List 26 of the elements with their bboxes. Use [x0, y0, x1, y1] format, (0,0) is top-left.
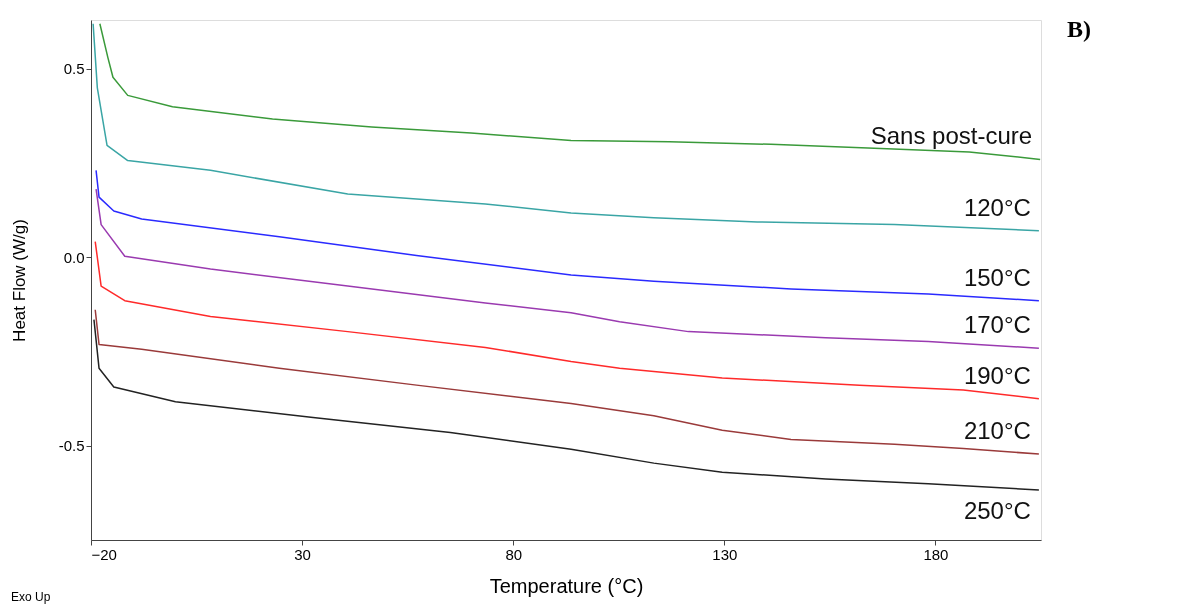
series-label: 250°C [963, 496, 1031, 524]
series-label: 150°C [963, 263, 1031, 291]
x-tick-label: 180 [923, 545, 949, 563]
series-label: 210°C [963, 417, 1031, 445]
series-label: 170°C [963, 311, 1031, 339]
text: B) [1067, 16, 1091, 42]
line-series [94, 240, 1040, 400]
x-tick-label: 130 [712, 545, 738, 563]
series-label: 190°C [963, 361, 1031, 389]
x-tick-label: −20 [91, 545, 117, 563]
text: Exo Up [11, 590, 51, 604]
line-series [92, 23, 1040, 232]
line-series [94, 309, 1040, 455]
y-tick-label: 0.5 [63, 60, 85, 78]
x-axis-title: Temperature (°C) [489, 574, 644, 597]
series-label: 120°C [963, 193, 1031, 221]
x-tick-label: 80 [505, 545, 523, 563]
x-tick-label: 30 [294, 545, 311, 563]
line-series [99, 23, 1041, 161]
y-axis-title: Heat Flow (W/g) [9, 219, 29, 342]
line-series [95, 169, 1040, 302]
y-tick-label: -0.5 [58, 437, 85, 455]
line-series [95, 188, 1040, 349]
line-series [93, 318, 1040, 491]
y-tick-label: 0.0 [63, 248, 85, 266]
series-label: Sans post-cure [870, 122, 1033, 150]
